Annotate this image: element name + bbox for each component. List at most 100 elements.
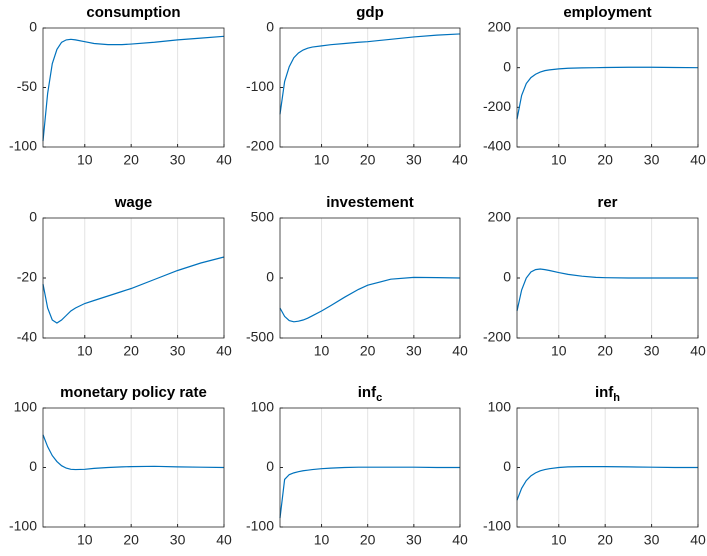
axes-box xyxy=(42,407,225,528)
y-tick-label: 0 xyxy=(266,458,274,474)
line xyxy=(42,256,225,324)
plot-area xyxy=(43,28,224,147)
subplot-title: infc xyxy=(358,384,382,404)
x-tick-label: 40 xyxy=(216,343,232,359)
x-tick-label: 40 xyxy=(690,343,706,359)
subplot: 10 20 30 40 -40 -20 0 wage xyxy=(17,194,232,359)
subplot-title: wage xyxy=(114,194,153,211)
y-tick-label: -200 xyxy=(483,98,511,114)
x-tick-label: 30 xyxy=(170,152,186,168)
x-tick-label: 30 xyxy=(644,152,660,168)
axes-box xyxy=(516,407,699,528)
x-tick-label: 20 xyxy=(360,343,376,359)
x-tick-label: 10 xyxy=(551,152,567,168)
y-tick-label: -40 xyxy=(17,329,37,345)
subplot-title: employment xyxy=(563,4,651,21)
y-tick-label: -100 xyxy=(9,518,37,534)
subplot: 10 20 30 40 -500 0 500 investement xyxy=(246,194,468,359)
x-tick-label: 10 xyxy=(77,532,93,548)
axes-box xyxy=(279,27,461,148)
title-subscript: h xyxy=(613,392,620,404)
subplot-title: investement xyxy=(326,194,414,211)
line xyxy=(42,434,225,471)
title-text: wage xyxy=(114,194,153,211)
title-text: gdp xyxy=(356,4,384,21)
y-tick-label: 0 xyxy=(503,458,511,474)
y-tick-label: -100 xyxy=(9,138,37,154)
plot-area xyxy=(517,28,698,147)
subplot: 10 20 30 40 -200 -100 0 gdp xyxy=(246,4,468,168)
x-tick-label: 30 xyxy=(406,343,422,359)
x-tick-label: 20 xyxy=(597,343,613,359)
axes-box xyxy=(42,217,225,339)
y-tick-label: 0 xyxy=(503,269,511,285)
subplot: 10 20 30 40 -100 0 100 monetary policy rate xyxy=(9,384,232,548)
plot-area xyxy=(280,28,460,147)
y-tick-label: -200 xyxy=(246,138,274,154)
y-tick-label: -400 xyxy=(483,138,511,154)
subplot-title: rer xyxy=(597,194,617,211)
x-tick-label: 10 xyxy=(77,343,93,359)
subplot: 10 20 30 40 -100 0 100 infh xyxy=(483,384,706,548)
subplot-title: infh xyxy=(595,384,620,404)
subplot: 10 20 30 40 -100 0 100 infc xyxy=(246,384,468,548)
line xyxy=(516,66,699,120)
subplot: 10 20 30 40 -100 -50 0 consumption xyxy=(9,4,232,168)
axes-box xyxy=(42,27,225,148)
x-tick-label: 10 xyxy=(314,343,330,359)
axes-box xyxy=(516,27,699,148)
x-tick-label: 20 xyxy=(123,343,139,359)
y-tick-label: 0 xyxy=(503,58,511,74)
y-tick-label: 500 xyxy=(251,209,275,225)
axes-box xyxy=(516,217,699,339)
plot-area xyxy=(43,218,224,338)
subplot: 10 20 30 40 -200 0 200 rer xyxy=(483,194,706,359)
line xyxy=(279,276,461,323)
x-tick-label: 20 xyxy=(123,532,139,548)
subplot-title: consumption xyxy=(86,4,180,21)
x-tick-label: 10 xyxy=(314,532,330,548)
x-tick-label: 40 xyxy=(690,152,706,168)
x-tick-label: 30 xyxy=(170,532,186,548)
y-tick-label: -100 xyxy=(246,78,274,94)
y-tick-label: -50 xyxy=(17,78,37,94)
title-text: inf xyxy=(358,384,377,401)
y-tick-label: -20 xyxy=(17,269,37,285)
x-tick-label: 20 xyxy=(360,152,376,168)
x-tick-label: 30 xyxy=(644,532,660,548)
title-text: investement xyxy=(326,194,414,211)
title-text: monetary policy rate xyxy=(60,384,207,401)
line xyxy=(279,33,461,115)
title-text: employment xyxy=(563,4,651,21)
x-tick-label: 40 xyxy=(452,152,468,168)
title-subscript: c xyxy=(376,392,382,404)
x-tick-label: 10 xyxy=(314,152,330,168)
y-tick-label: 0 xyxy=(29,19,37,35)
line xyxy=(42,35,225,142)
y-tick-label: 100 xyxy=(488,399,512,415)
subplot-title: monetary policy rate xyxy=(60,384,207,401)
y-tick-label: 200 xyxy=(488,209,512,225)
x-tick-label: 10 xyxy=(551,532,567,548)
y-tick-label: 0 xyxy=(266,269,274,285)
x-tick-label: 40 xyxy=(216,532,232,548)
x-tick-label: 20 xyxy=(123,152,139,168)
line xyxy=(279,466,460,519)
y-tick-label: -500 xyxy=(246,329,274,345)
x-tick-label: 30 xyxy=(406,532,422,548)
line xyxy=(516,466,698,501)
x-tick-label: 30 xyxy=(406,152,422,168)
x-tick-label: 10 xyxy=(77,152,93,168)
axes-box xyxy=(279,407,461,528)
subplot: 10 20 30 40 -400 -200 0 200 employment xyxy=(483,4,706,168)
axes-box xyxy=(279,217,461,339)
y-tick-label: -100 xyxy=(483,518,511,534)
y-tick-label: 0 xyxy=(29,209,37,225)
line xyxy=(516,268,698,312)
y-tick-label: -200 xyxy=(483,329,511,345)
y-tick-label: 0 xyxy=(266,19,274,35)
title-text: inf xyxy=(595,384,614,401)
x-tick-label: 10 xyxy=(551,343,567,359)
x-tick-label: 30 xyxy=(170,343,186,359)
